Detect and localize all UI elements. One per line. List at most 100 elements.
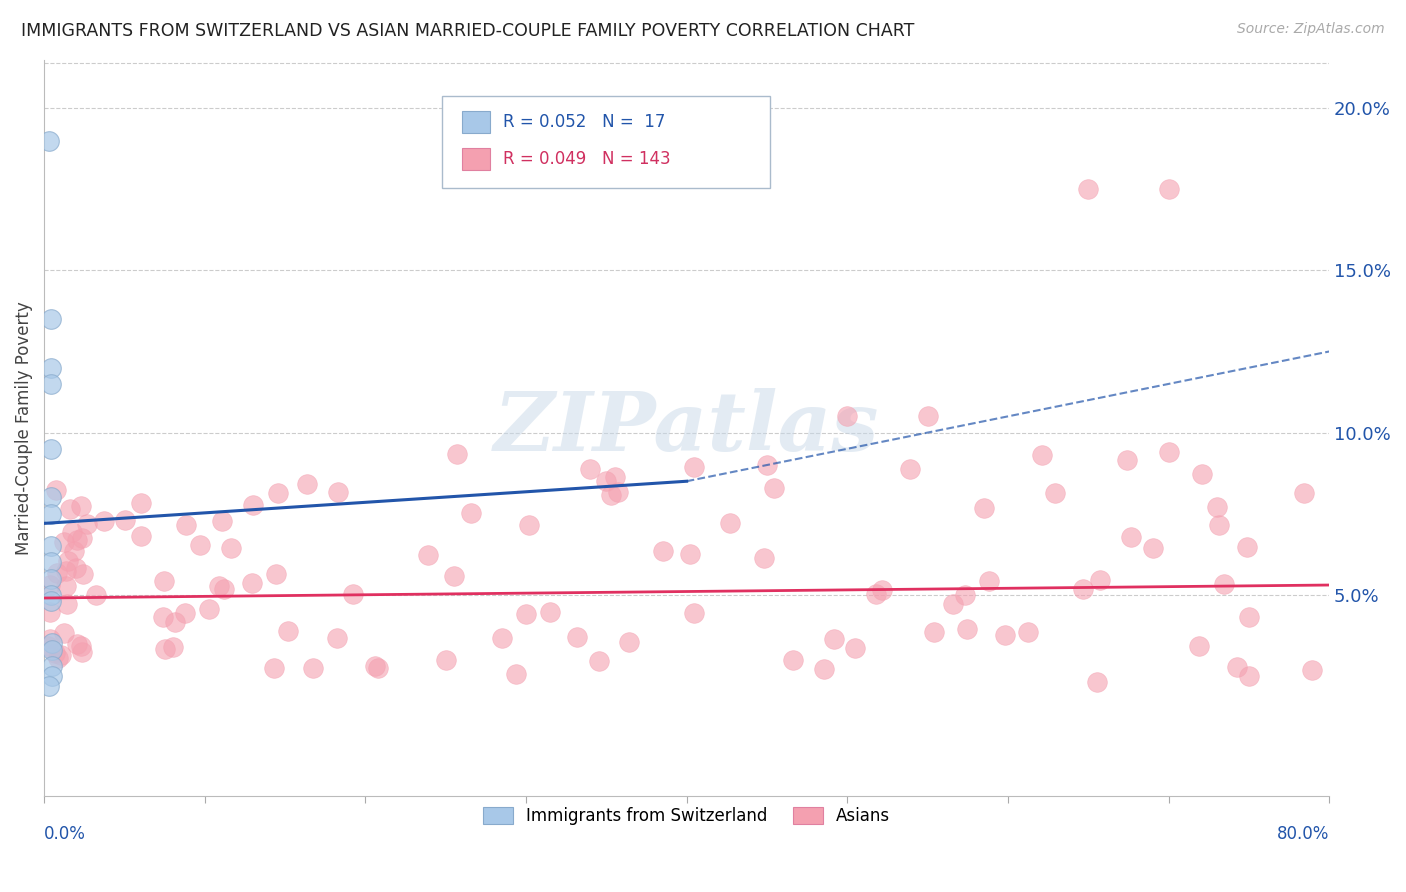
Point xyxy=(1239,610,1261,624)
Point xyxy=(56,597,79,611)
Point xyxy=(38,134,60,148)
Point xyxy=(65,637,87,651)
Point xyxy=(51,648,73,663)
Point xyxy=(76,517,98,532)
Point xyxy=(1188,640,1211,654)
Point xyxy=(443,568,465,582)
Point xyxy=(755,458,778,472)
Point xyxy=(1294,486,1316,500)
Point xyxy=(39,507,62,521)
Point xyxy=(84,588,107,602)
Point xyxy=(214,582,236,596)
Text: Source: ZipAtlas.com: Source: ZipAtlas.com xyxy=(1237,22,1385,37)
Point xyxy=(219,541,242,555)
Point xyxy=(1017,625,1039,640)
Point xyxy=(53,626,76,640)
Point xyxy=(39,312,62,326)
Point xyxy=(1085,675,1108,690)
Point xyxy=(242,499,264,513)
Point xyxy=(491,631,513,645)
Point xyxy=(606,485,628,500)
Point xyxy=(754,550,776,565)
Point xyxy=(39,578,62,592)
Point xyxy=(328,485,350,500)
Point xyxy=(762,481,785,495)
Point xyxy=(188,537,211,551)
Point xyxy=(39,588,62,602)
Point xyxy=(38,679,60,693)
Point xyxy=(208,579,231,593)
Point xyxy=(1142,541,1164,555)
Point xyxy=(956,622,979,636)
Point xyxy=(52,535,75,549)
Point xyxy=(953,588,976,602)
Point xyxy=(39,539,62,553)
Text: R = 0.049   N = 143: R = 0.049 N = 143 xyxy=(503,150,671,168)
Point xyxy=(460,506,482,520)
Point xyxy=(65,561,87,575)
Point xyxy=(41,659,63,673)
Point xyxy=(39,555,62,569)
Point xyxy=(1301,663,1323,677)
Point xyxy=(1191,467,1213,482)
Point xyxy=(505,667,527,681)
Point xyxy=(62,524,84,539)
Point xyxy=(600,488,623,502)
Point xyxy=(1237,669,1260,683)
Point xyxy=(39,594,62,608)
Point xyxy=(72,567,94,582)
Point xyxy=(619,635,641,649)
Text: 80.0%: 80.0% xyxy=(1277,825,1329,843)
Point xyxy=(264,567,287,582)
Point xyxy=(1031,448,1053,462)
Point xyxy=(683,606,706,620)
Point xyxy=(418,548,440,562)
Text: ZIPatlas: ZIPatlas xyxy=(494,388,879,467)
Point xyxy=(446,447,468,461)
Point xyxy=(1212,577,1234,591)
Point xyxy=(39,491,62,505)
Point xyxy=(844,641,866,656)
Point xyxy=(595,475,617,489)
Point xyxy=(72,532,94,546)
Point xyxy=(538,605,561,619)
FancyBboxPatch shape xyxy=(443,96,770,188)
Point xyxy=(900,462,922,476)
Point xyxy=(652,544,675,558)
Point xyxy=(302,661,325,675)
Point xyxy=(174,606,197,620)
Y-axis label: Married-Couple Family Poverty: Married-Couple Family Poverty xyxy=(15,301,32,555)
Point xyxy=(1090,573,1112,587)
Point xyxy=(872,582,894,597)
Point xyxy=(211,514,233,528)
Point xyxy=(588,654,610,668)
Point xyxy=(579,462,602,476)
Point xyxy=(367,661,389,675)
Point xyxy=(263,661,285,675)
Point xyxy=(70,645,93,659)
Point xyxy=(679,548,702,562)
Point xyxy=(46,651,69,665)
Point xyxy=(813,662,835,676)
Text: R = 0.052   N =  17: R = 0.052 N = 17 xyxy=(503,113,665,131)
Point xyxy=(1115,452,1137,467)
Point xyxy=(93,514,115,528)
FancyBboxPatch shape xyxy=(461,112,491,133)
Point xyxy=(1208,518,1230,533)
Point xyxy=(37,639,59,653)
Point xyxy=(41,636,63,650)
Point xyxy=(58,501,80,516)
Point xyxy=(924,625,946,640)
Point xyxy=(977,574,1000,588)
Point xyxy=(364,658,387,673)
Point xyxy=(603,470,626,484)
Legend: Immigrants from Switzerland, Asians: Immigrants from Switzerland, Asians xyxy=(477,800,897,831)
Point xyxy=(39,605,62,619)
Point xyxy=(1226,659,1249,673)
Text: 0.0%: 0.0% xyxy=(44,825,86,843)
Point xyxy=(683,460,706,475)
Point xyxy=(41,669,63,683)
Point xyxy=(277,624,299,638)
Point xyxy=(1071,582,1094,596)
Point xyxy=(837,409,859,424)
